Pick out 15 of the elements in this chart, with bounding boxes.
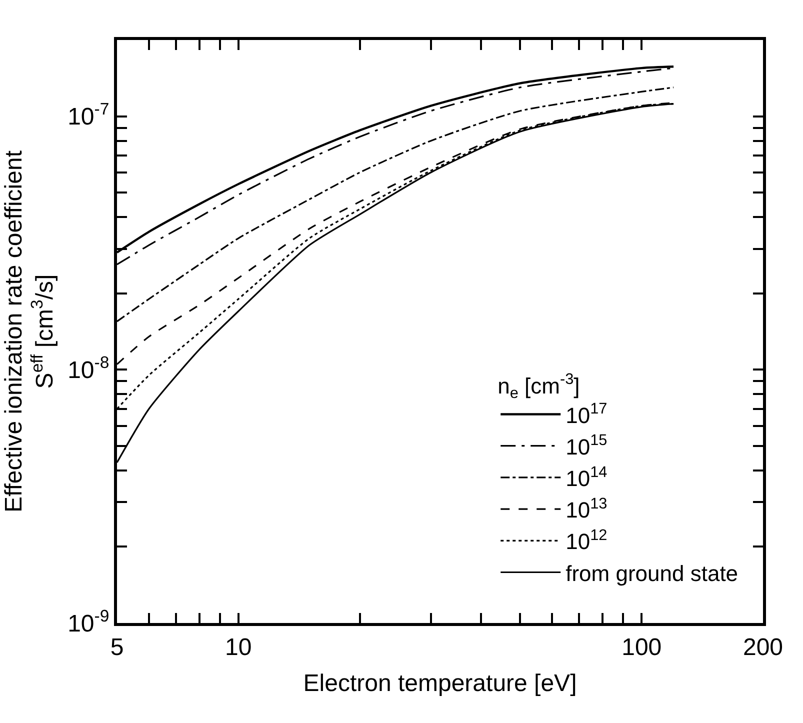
y-tick-label: 10$^{-8}$ — [68, 352, 110, 384]
y-tick-label: 10$^{-9}$ — [68, 606, 110, 638]
x-tick-label: 200 — [742, 634, 784, 661]
legend-title: n$_{e}$ [cm$^{-3}$] — [498, 371, 580, 402]
legend-label: 10$^{15}$ — [566, 432, 608, 460]
legend-label: from ground state — [566, 560, 738, 586]
x-tick-label: 5 — [110, 634, 124, 661]
legend-label: 10$^{14}$ — [566, 464, 608, 492]
legend-label: 10$^{13}$ — [566, 495, 608, 523]
legend-label: 10$^{12}$ — [566, 526, 608, 554]
x-tick-label: 100 — [622, 634, 662, 661]
x-tick-label: 10 — [225, 634, 252, 661]
y-tick-label: 10$^{-7}$ — [68, 100, 110, 131]
legend-label: 10$^{17}$ — [566, 400, 608, 428]
x-axis-title: Electron temperature [eV] — [303, 670, 577, 698]
